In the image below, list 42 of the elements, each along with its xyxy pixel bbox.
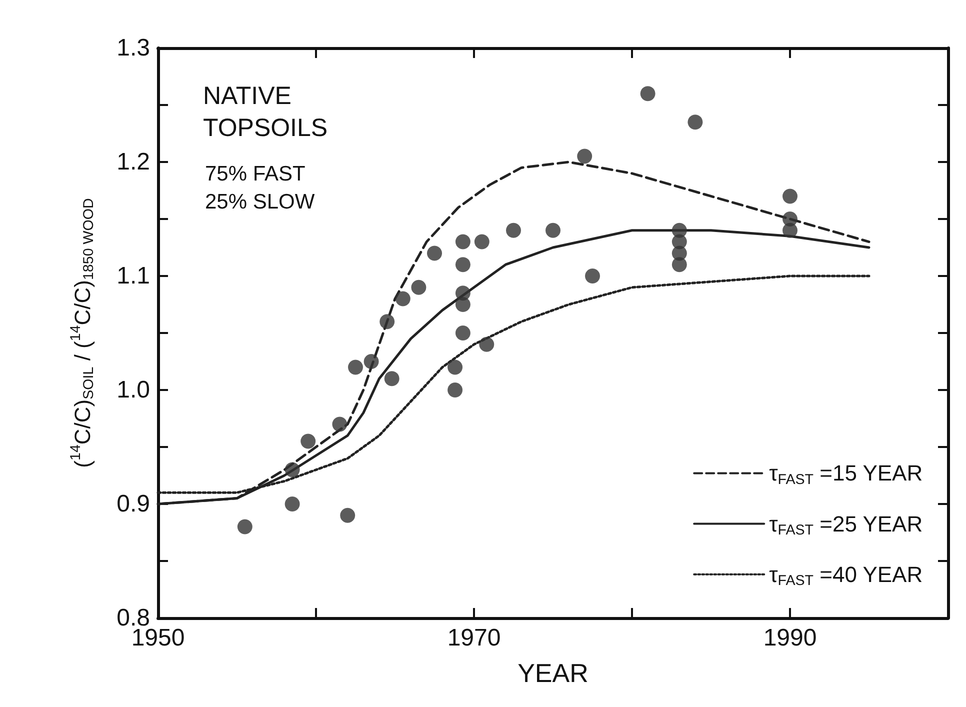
y-tick-label: 1.0: [116, 376, 150, 404]
point: [448, 382, 463, 398]
point: [455, 297, 470, 312]
point: [782, 222, 798, 238]
point: [455, 234, 470, 250]
point: [340, 508, 356, 523]
point: [427, 246, 442, 261]
y-tick-label: 1.3: [116, 34, 150, 62]
point: [455, 257, 470, 272]
x-axis-title: YEAR: [518, 658, 588, 688]
point: [585, 268, 600, 284]
point: [479, 336, 494, 352]
point: [284, 496, 300, 512]
x-tick-label: 1990: [763, 624, 817, 652]
point: [506, 222, 521, 238]
x-tick-label: 1970: [447, 624, 501, 652]
annotation: NATIVE TOPSOILS: [203, 82, 328, 142]
point: [411, 280, 426, 295]
annotation: 75% FAST 25% SLOW: [205, 162, 315, 214]
point: [284, 462, 300, 478]
point: [395, 291, 410, 306]
point: [688, 114, 703, 130]
point: [782, 188, 798, 204]
point: [364, 354, 379, 369]
y-tick-label: 0.9: [116, 490, 150, 518]
point: [332, 416, 348, 432]
x-tick-label: 1950: [131, 624, 185, 652]
y-axis-title: (14C/C)SOIL / (14C/C)1850 WOOD: [68, 198, 97, 468]
point: [577, 148, 592, 164]
y-tick-label: 1.1: [116, 262, 150, 290]
point: [546, 222, 560, 238]
point: [380, 314, 395, 330]
point: [237, 519, 252, 534]
point: [448, 360, 463, 375]
point: [672, 257, 687, 272]
y-tick-label: 1.2: [116, 148, 150, 176]
point: [455, 326, 470, 340]
point: [640, 86, 656, 102]
point: [348, 360, 363, 375]
point: [474, 234, 490, 250]
point: [384, 371, 400, 386]
point: [300, 434, 316, 449]
